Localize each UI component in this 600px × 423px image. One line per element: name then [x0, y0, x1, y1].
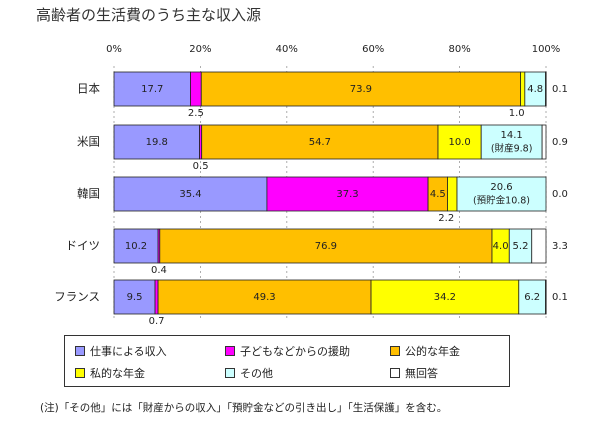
bar-segment [113, 71, 191, 107]
bar-segment [113, 176, 268, 212]
data-label: 17.7 [141, 84, 163, 95]
data-label: 9.5 [127, 292, 143, 303]
legend-swatch [75, 346, 85, 356]
data-label: 1.0 [509, 108, 525, 119]
data-label: 0.1 [552, 292, 568, 303]
data-label: 0.1 [552, 84, 568, 95]
bar-segment [545, 279, 547, 315]
legend-label: 私的な年金 [90, 367, 145, 380]
bar-segment [113, 279, 156, 315]
data-label: 0.9 [552, 137, 568, 148]
data-label: 37.3 [336, 189, 358, 200]
data-label: 34.2 [434, 292, 456, 303]
data-label: 49.3 [253, 292, 275, 303]
bar-segment [480, 124, 543, 160]
legend-label: 子どもなどからの援助 [240, 345, 350, 358]
data-label: 10.0 [448, 137, 470, 148]
data-label: (財産9.8) [491, 143, 533, 155]
legend-swatch [225, 346, 235, 356]
data-label: 73.9 [350, 84, 372, 95]
legend-item: 子どもなどからの援助 [225, 343, 350, 359]
bar-segment [159, 228, 493, 264]
data-label: 6.2 [524, 292, 540, 303]
legend-swatch [390, 346, 400, 356]
data-label: 10.2 [125, 241, 147, 252]
bar-segment [456, 176, 547, 212]
bar-segment [370, 279, 520, 315]
bar-segment [157, 279, 372, 315]
data-label: 3.3 [552, 241, 568, 252]
data-label: 76.9 [315, 241, 337, 252]
legend-label: 公的な年金 [405, 345, 460, 358]
data-label: (預貯金10.8) [473, 195, 530, 207]
legend-label: 無回答 [405, 367, 438, 380]
bar-segment [113, 124, 200, 160]
legend-swatch [390, 368, 400, 378]
legend-item: 仕事による収入 [75, 343, 167, 359]
chart-title: 高齢者の生活費のうち主な収入源 [36, 6, 262, 24]
data-label: 2.2 [438, 213, 454, 224]
bar-segment [541, 124, 547, 160]
bar-segment [518, 279, 546, 315]
legend-item: その他 [225, 365, 273, 381]
x-tick-label: 0% [106, 44, 122, 55]
bar-segment [113, 228, 159, 264]
legend-swatch [225, 368, 235, 378]
category-label: フランス [54, 290, 100, 304]
data-label: 0.5 [193, 161, 209, 172]
bar-segment [201, 124, 439, 160]
bar-segment [266, 176, 429, 212]
data-label: 5.2 [513, 241, 529, 252]
data-label: 20.6 [490, 182, 512, 193]
data-label: 54.7 [309, 137, 331, 148]
x-tick-label: 40% [276, 44, 298, 55]
bar-segment [190, 71, 202, 107]
x-tick-label: 20% [189, 44, 211, 55]
bar-segment [545, 71, 547, 107]
legend-item: 私的な年金 [75, 365, 145, 381]
x-tick-label: 80% [448, 44, 470, 55]
legend-swatch [75, 368, 85, 378]
chart-note: (注)「その他」には「財産からの収入」「預貯金などの引き出し」「生活保護」を含む… [40, 402, 448, 414]
data-label: 0.4 [151, 265, 167, 276]
bar-segment [520, 71, 526, 107]
data-label: 14.1 [501, 130, 523, 141]
bar-segment [531, 228, 547, 264]
data-label: 0.0 [552, 189, 568, 200]
data-label: 4.5 [430, 189, 446, 200]
bar-segment [437, 124, 482, 160]
legend-item: 無回答 [390, 365, 438, 381]
category-label: 米国 [77, 135, 100, 149]
category-label: 日本 [77, 82, 100, 96]
legend-item: 公的な年金 [390, 343, 460, 359]
legend-label: その他 [240, 367, 273, 380]
legend: 仕事による収入 子どもなどからの援助 公的な年金私的な年金 その他 無回答 [64, 335, 510, 387]
bar-segment [154, 279, 159, 315]
data-label: 0.7 [149, 316, 165, 327]
data-label: 4.8 [527, 84, 543, 95]
category-label: ドイツ [66, 239, 101, 253]
data-label: 2.5 [188, 108, 204, 119]
legend-label: 仕事による収入 [90, 345, 167, 358]
bar-segment [447, 176, 458, 212]
x-tick-label: 60% [362, 44, 384, 55]
x-tick-label: 100% [532, 44, 561, 55]
data-label: 19.8 [146, 137, 168, 148]
category-label: 韓国 [77, 187, 100, 201]
data-label: 35.4 [179, 189, 201, 200]
data-label: 4.0 [493, 241, 509, 252]
